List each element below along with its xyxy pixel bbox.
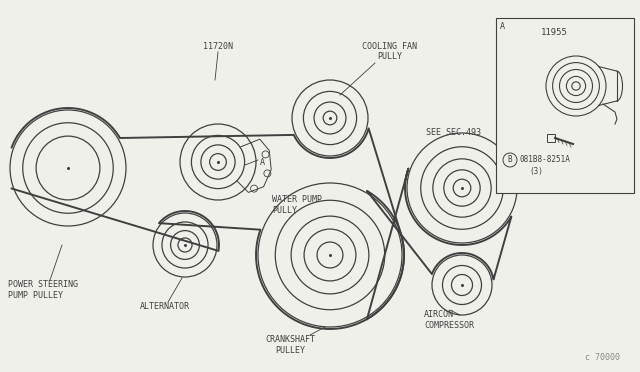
Text: c 70000: c 70000	[585, 353, 620, 362]
Text: COMPRESSOR: COMPRESSOR	[424, 321, 474, 330]
Text: WATER PUMP: WATER PUMP	[272, 195, 322, 204]
Text: ALTERNATOR: ALTERNATOR	[140, 302, 190, 311]
Text: 11720N: 11720N	[203, 42, 233, 51]
Text: POWER STEERING: POWER STEERING	[8, 280, 78, 289]
Bar	[496, 18, 634, 193]
Text: CRANKSHAFT: CRANKSHAFT	[265, 335, 315, 344]
Text: COOLING FAN: COOLING FAN	[362, 42, 417, 51]
Bar	[547, 134, 555, 142]
Text: SEE SEC.493: SEE SEC.493	[426, 128, 481, 137]
Text: 081B8-8251A: 081B8-8251A	[520, 155, 571, 164]
Text: PULLEY: PULLEY	[275, 346, 305, 355]
Text: A: A	[260, 158, 265, 167]
Text: 11955: 11955	[541, 28, 568, 37]
Text: PULLY: PULLY	[378, 52, 403, 61]
Text: AIRCON: AIRCON	[424, 310, 454, 319]
Text: A: A	[500, 22, 505, 31]
Text: B: B	[508, 155, 512, 164]
Text: (3): (3)	[529, 167, 543, 176]
Text: PULLY: PULLY	[272, 206, 297, 215]
Text: PUMP PULLEY: PUMP PULLEY	[8, 291, 63, 300]
